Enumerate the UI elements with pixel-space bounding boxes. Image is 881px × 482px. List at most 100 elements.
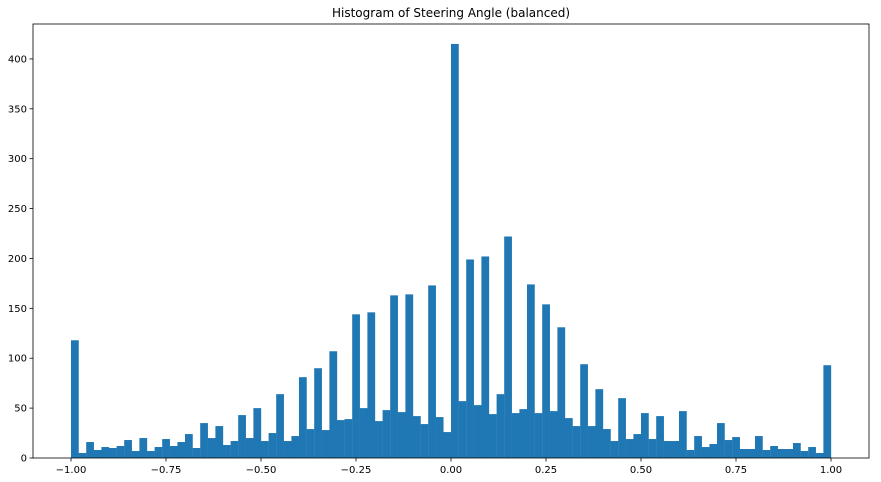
histogram-bar [489,414,497,458]
histogram-bar [762,450,771,458]
histogram-bar [344,419,353,458]
y-tick-label: 50 [14,404,27,415]
histogram-bar [253,408,262,458]
histogram-bar [542,304,550,458]
plot-frame [32,23,870,459]
histogram-bar [451,43,459,458]
x-tick-label: 0.50 [630,465,652,476]
histogram-bar [268,433,277,458]
histogram-bar [701,447,710,458]
histogram-bar [154,447,163,458]
histogram-bar [473,405,482,458]
histogram-bar [283,441,292,458]
x-axis-ticks: −1.00 −0.75 −0.50 −0.25 0.00 0.25 0.50 0.75 1.00 [56,458,842,476]
histogram-bar [527,284,535,458]
histogram-bar [633,434,642,458]
histogram-bar [534,413,543,458]
histogram-bar [390,295,398,458]
x-tick-label: 0.00 [440,465,462,476]
histogram-bar [724,440,733,458]
histogram-bar [671,441,680,458]
histogram-bar [124,440,132,458]
histogram-bar [466,259,474,458]
histogram-bar [223,445,231,458]
histogram-bar [139,438,148,458]
y-tick-label: 150 [8,304,27,315]
histogram-bar [815,453,824,458]
histogram-bar [306,429,315,458]
x-tick-label: −1.00 [56,465,87,476]
histogram-bar [587,426,596,458]
histogram-bar [192,448,201,458]
y-tick-label: 350 [8,104,27,115]
histogram-bar [428,285,436,458]
x-tick-label: 1.00 [820,465,842,476]
histogram-bar [162,439,170,458]
y-tick-label: 200 [8,254,27,265]
histogram-bar [519,409,528,458]
histogram-bar [679,411,687,458]
histogram-bar [481,256,490,458]
histogram-bar [352,314,360,458]
histogram-bar [458,401,467,458]
histogram-bar [610,441,619,458]
histogram-bar [367,312,376,458]
histogram-bar [557,327,566,458]
histogram-bar [603,429,611,458]
histogram-bar [116,446,125,458]
y-tick-label: 0 [21,454,27,465]
histogram-bar [435,417,444,458]
histogram-bar [443,432,452,458]
histogram-bar [71,340,79,458]
histogram-bar [755,436,763,458]
histogram-bar [238,415,246,458]
histogram-bar [785,449,794,458]
histogram-bar [549,411,558,458]
histogram-bar [375,421,383,458]
histogram-bar [565,418,573,458]
histogram-bar [200,423,208,458]
histogram-bar [656,416,664,458]
histogram-bar [337,420,345,458]
histogram-bar [109,448,117,458]
histogram-bar [694,436,702,458]
histogram-bar [147,451,155,458]
histogram-bar [580,364,588,458]
histogram-bar [382,410,391,458]
histogram-bar [359,408,368,458]
histogram-bar [618,398,626,458]
histogram-bar [747,449,756,458]
histogram-bar [230,441,239,458]
histogram-bar [732,437,740,458]
y-tick-label: 250 [8,204,27,215]
histogram-bar [572,426,581,458]
x-tick-label: −0.75 [151,465,182,476]
histogram-bar [299,377,307,458]
histogram-bar [511,413,520,458]
x-tick-label: −0.50 [246,465,277,476]
histogram-bar [777,449,786,458]
histogram-bar [808,447,816,458]
histogram-bar [800,451,809,458]
bars-group [71,43,832,458]
histogram-bar [625,439,634,458]
chart-title: Histogram of Steering Angle (balanced) [332,6,570,20]
histogram-bar [215,426,224,458]
histogram-bar [413,416,421,458]
histogram-bar [770,446,778,458]
histogram-bar [93,450,102,458]
y-axis-ticks: 0 50 100 150 200 250 300 350 400 [8,54,33,465]
y-tick-label: 300 [8,154,27,165]
histogram-bar [641,413,649,458]
histogram-bar [185,434,193,458]
histogram-bar [86,442,94,458]
histogram-bar [291,436,300,458]
histogram-bar [207,438,216,458]
histogram-bar [261,441,269,458]
histogram-bar [78,453,87,458]
histogram-bar [131,451,140,458]
x-tick-label: 0.25 [535,465,557,476]
y-tick-label: 100 [8,354,27,365]
histogram-bar [496,394,505,458]
